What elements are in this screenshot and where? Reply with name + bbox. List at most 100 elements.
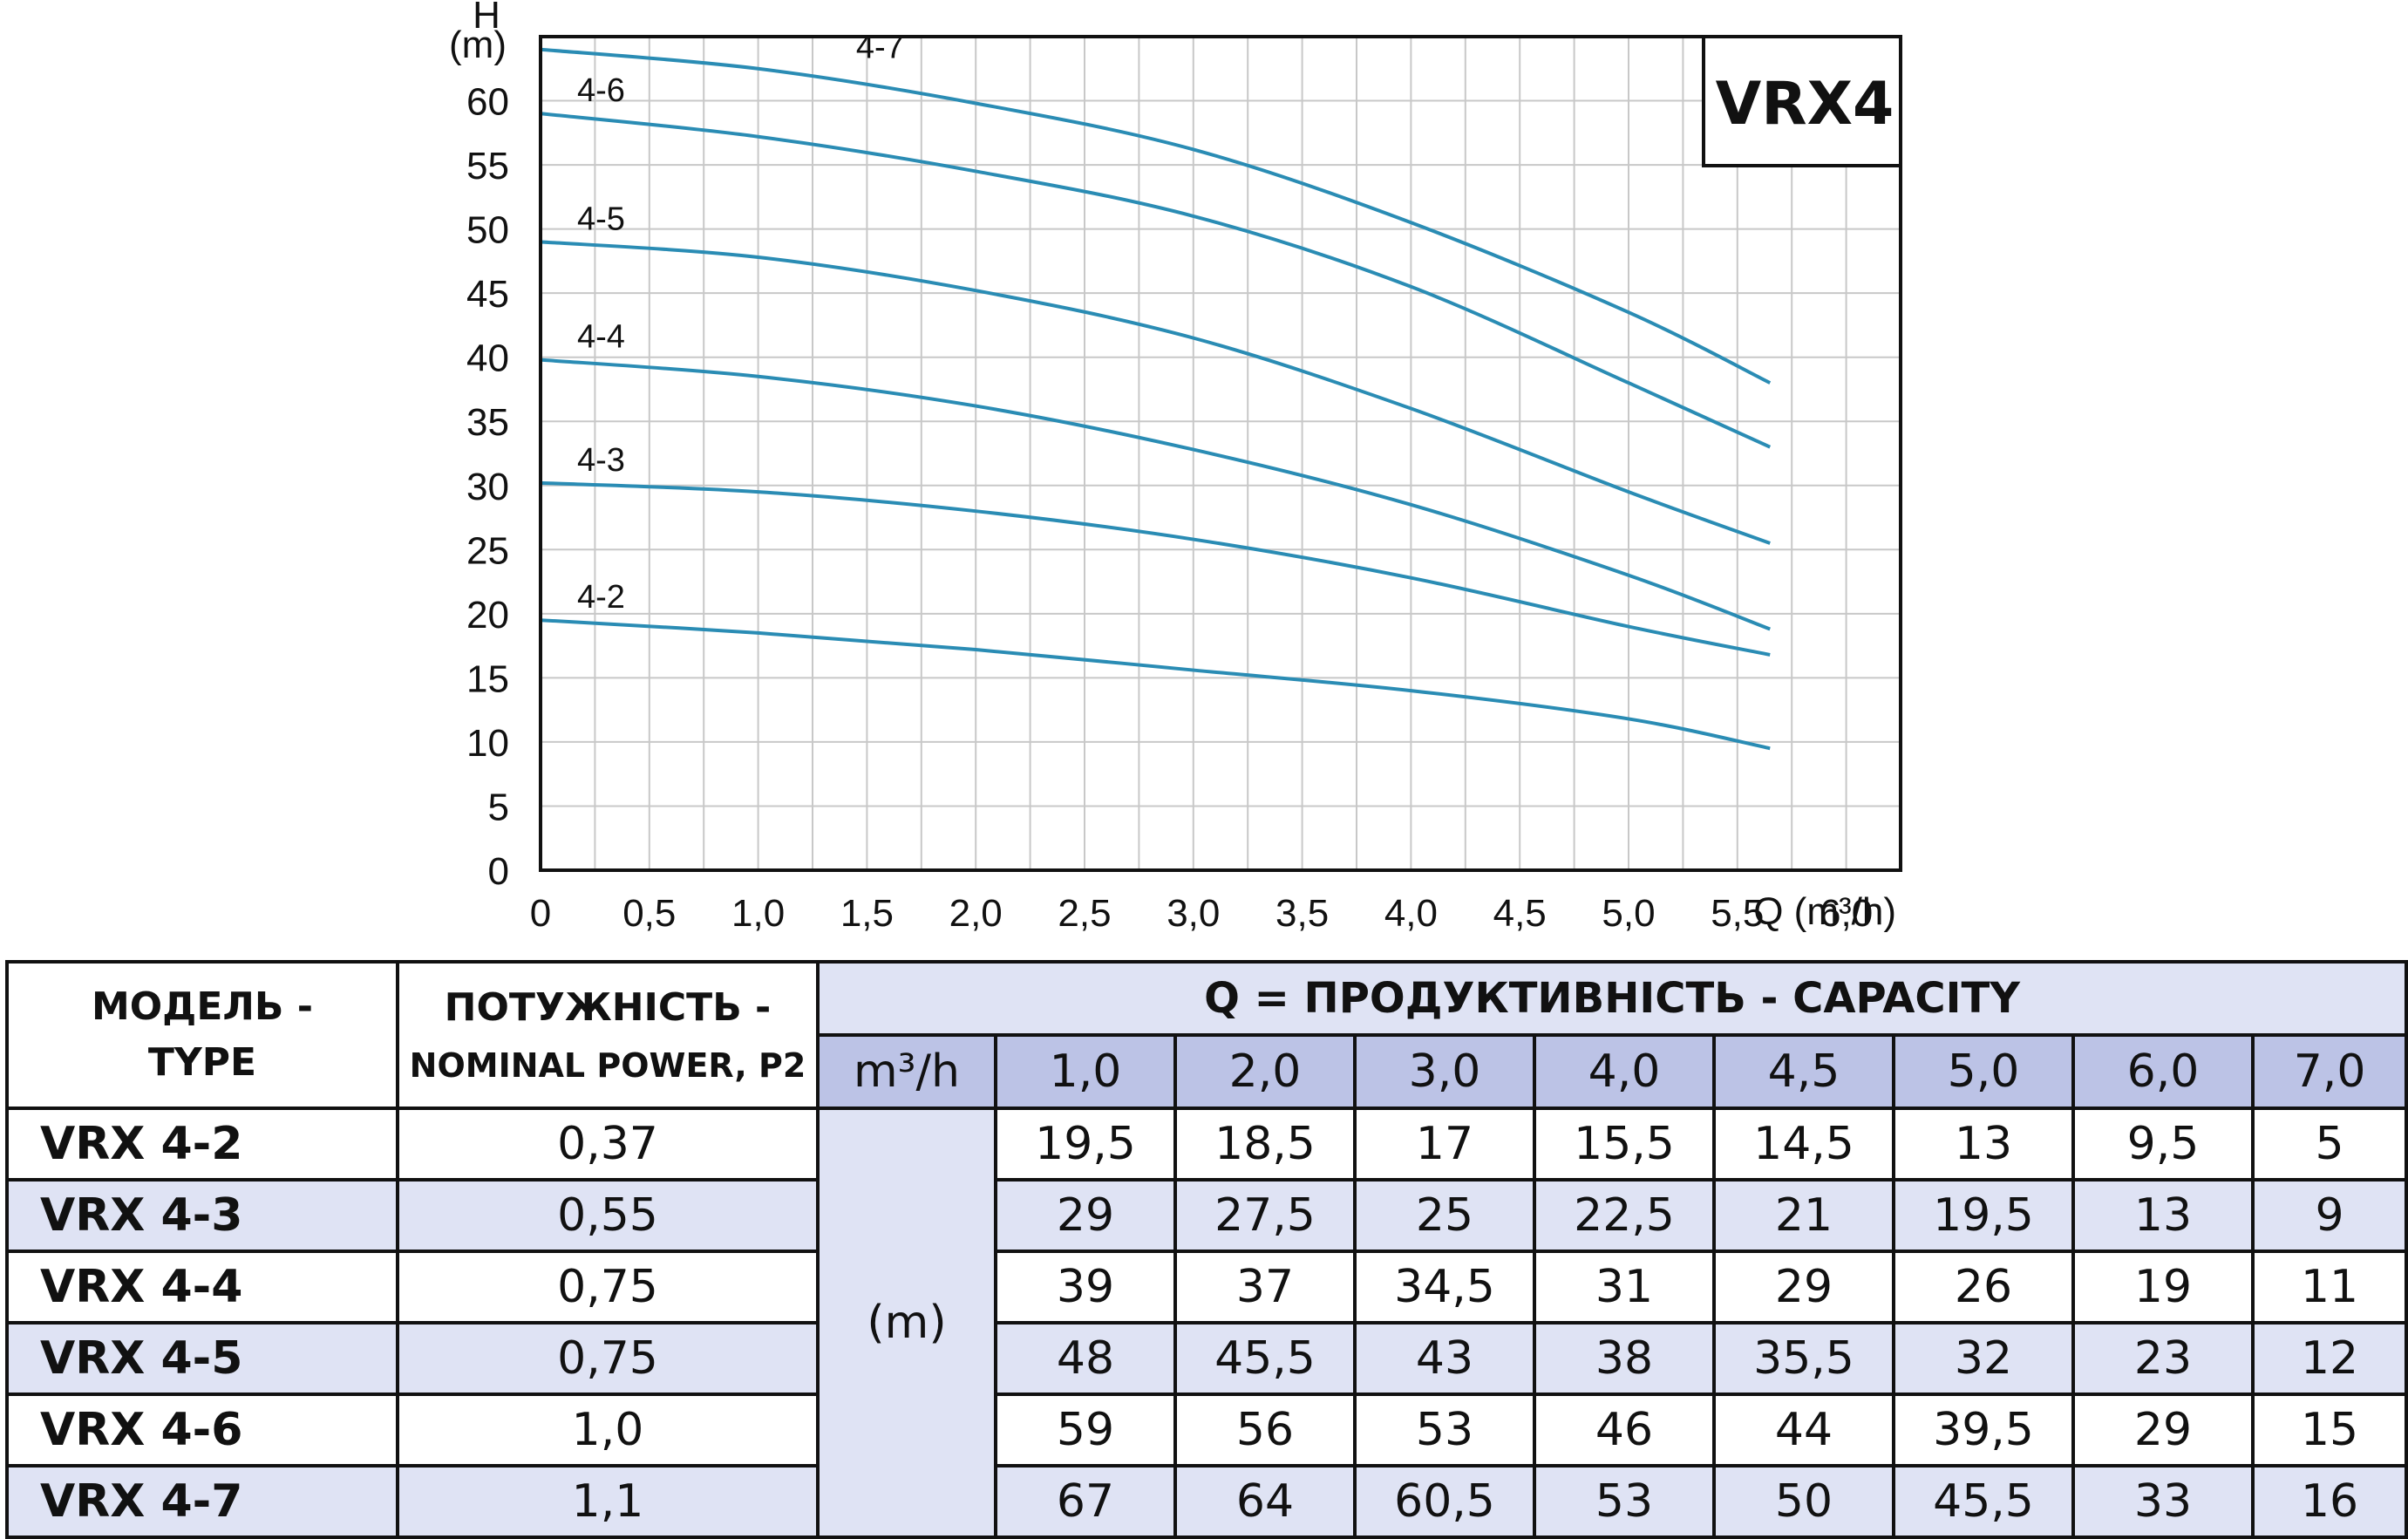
x-tick-labels: 0 0,5 1,0 1,5 2,0 2,5 3,0 3,5 4,0 4,5 5,0 5,5 6,0 (530, 892, 1873, 935)
q-value-cell: 5,0 (1892, 1033, 2075, 1110)
table-row: VRX 4-6 1,0 59 56 53 46 44 39,5 29 15 (5, 1393, 2408, 1467)
head-value-cell: 45,5 (1173, 1321, 1357, 1396)
x-tick-label: 2,5 (1058, 892, 1111, 935)
head-value-cell: 18,5 (1173, 1107, 1357, 1181)
curve-label-4-3: 4-3 (577, 442, 625, 479)
head-value-cell: 13 (1892, 1107, 2075, 1181)
curve-4-2 (540, 618, 1771, 751)
model-cell: VRX 4-5 (5, 1321, 399, 1396)
head-value-cell: 19,5 (1892, 1178, 2075, 1253)
pump-curve-chart: 4-2 4-3 4-4 4-5 4-6 4-7 0 0,5 1,0 1,5 2,0 2,5 3,0 3,… (449, 0, 1902, 935)
head-value-cell: 19 (2071, 1250, 2255, 1324)
chart-curve-labels: 4-2 4-3 4-4 4-5 4-6 4-7 (577, 29, 904, 616)
q-values-row: m³/h 1,0 2,0 3,0 4,0 4,5 5,0 6,0 7,0 (7, 1033, 2408, 1110)
curve-label-4-7: 4-7 (856, 29, 904, 65)
model-cell: VRX 4-2 (5, 1107, 399, 1181)
head-value-cell: 31 (1533, 1250, 1716, 1324)
head-value-cell: 5 (2250, 1107, 2408, 1181)
y-tick-label: 30 (466, 466, 509, 508)
x-tick-label: 6,0 (1820, 892, 1873, 935)
badge-title: VRX4 (1716, 70, 1894, 139)
head-value-cell: 9,5 (2071, 1107, 2255, 1181)
model-badge: VRX4 (1702, 35, 1902, 167)
plot-frame (539, 35, 1902, 872)
q-unit-cell: m³/h (816, 1033, 997, 1110)
head-value-cell: 29 (2071, 1393, 2255, 1467)
power-cell: 0,55 (396, 1178, 820, 1253)
head-value-cell: 39,5 (1892, 1393, 2075, 1467)
y-tick-label: 5 (488, 786, 509, 828)
head-value-cell: 29 (994, 1178, 1177, 1253)
y-tick-label: 25 (466, 529, 509, 572)
x-tick-label: 4,5 (1493, 892, 1547, 935)
head-value-cell: 27,5 (1173, 1178, 1357, 1253)
chart-grid (541, 37, 1901, 870)
head-value-cell: 29 (1712, 1250, 1895, 1324)
x-tick-label: 3,5 (1275, 892, 1329, 935)
model-header-line1: МОДЕЛЬ - (91, 984, 314, 1030)
x-axis-label: Q (m³/h) (1753, 890, 1896, 933)
y-axis-unit: (m) (449, 24, 507, 66)
q-value-cell: 4,0 (1533, 1033, 1716, 1110)
head-value-cell: 35,5 (1712, 1321, 1895, 1396)
head-unit-cell: (m) (816, 1107, 997, 1539)
head-value-cell: 15,5 (1533, 1107, 1716, 1181)
table-row: VRX 4-2 0,37 (m) 19,5 18,5 17 15,5 14,5 13 9,5 5 (5, 1107, 2408, 1539)
head-value-cell: 26 (1892, 1250, 2075, 1324)
table-row: VRX 4-4 0,75 39 37 34,5 31 29 26 19 11 (5, 1250, 2408, 1324)
x-tick-label: 2,0 (949, 892, 1003, 935)
head-value-cell: 44 (1712, 1393, 1895, 1467)
head-value-cell: 53 (1533, 1464, 1716, 1539)
head-value-cell: 33 (2071, 1464, 2255, 1539)
power-cell: 1,1 (396, 1464, 820, 1539)
head-value-cell: 15 (2250, 1393, 2408, 1467)
model-header: МОДЕЛЬ - TYPE (5, 960, 399, 1110)
head-value-cell: 43 (1353, 1321, 1536, 1396)
head-value-cell: 50 (1712, 1464, 1895, 1539)
model-cell: VRX 4-6 (5, 1393, 399, 1467)
y-axis-label: H (473, 0, 500, 37)
head-value-cell: 34,5 (1353, 1250, 1536, 1324)
head-value-cell: 17 (1353, 1107, 1536, 1181)
y-tick-label: 60 (466, 81, 509, 124)
head-value-cell: 59 (994, 1393, 1177, 1467)
head-value-cell: 48 (994, 1321, 1177, 1396)
q-value-cell: 6,0 (2071, 1033, 2255, 1110)
model-cell: VRX 4-7 (5, 1464, 399, 1539)
x-tick-label: 1,0 (731, 892, 785, 935)
x-tick-label: 4,0 (1384, 892, 1438, 935)
performance-table: МОДЕЛЬ - TYPE ПОТУЖНІСТЬ - NOMINAL POWER… (5, 960, 2408, 1539)
head-value-cell: 39 (994, 1250, 1177, 1324)
head-value-cell: 45,5 (1892, 1464, 2075, 1539)
x-tick-label: 0,5 (622, 892, 676, 935)
head-value-cell: 25 (1353, 1178, 1536, 1253)
capacity-header: Q = ПРОДУКТИВНІСТЬ - CAPACITY (815, 960, 2408, 1037)
head-value-cell: 67 (994, 1464, 1177, 1539)
curve-4-4 (540, 358, 1771, 631)
head-value-cell: 53 (1353, 1393, 1536, 1467)
curve-4-6 (540, 112, 1772, 449)
power-header-line1: ПОТУЖНІСТЬ - (444, 985, 772, 1031)
curve-label-4-4: 4-4 (577, 319, 625, 356)
q-value-cell: 1,0 (994, 1033, 1177, 1110)
y-tick-label: 45 (466, 273, 509, 316)
x-tick-label: 5,5 (1711, 892, 1764, 935)
head-value-cell: 19,5 (994, 1107, 1177, 1181)
head-value-cell: 16 (2250, 1464, 2408, 1539)
power-header-line2: NOMINAL POWER, P2 (409, 1045, 806, 1085)
model-cell: VRX 4-3 (5, 1178, 399, 1253)
table-body: МОДЕЛЬ - TYPE ПОТУЖНІСТЬ - NOMINAL POWER… (5, 960, 2408, 1539)
y-tick-label: 20 (466, 594, 509, 637)
head-value-cell: 60,5 (1353, 1464, 1536, 1539)
curve-4-5 (540, 240, 1771, 545)
head-value-cell: 14,5 (1712, 1107, 1895, 1181)
y-tick-label: 10 (466, 722, 509, 765)
x-tick-label: 0 (530, 892, 551, 935)
x-tick-label: 5,0 (1602, 892, 1655, 935)
curve-4-3 (540, 480, 1771, 657)
head-value-cell: 23 (2071, 1321, 2255, 1396)
head-value-cell: 13 (2071, 1178, 2255, 1253)
q-value-cell: 2,0 (1173, 1033, 1357, 1110)
q-value-cell: 3,0 (1353, 1033, 1536, 1110)
head-value-cell: 22,5 (1533, 1178, 1716, 1253)
